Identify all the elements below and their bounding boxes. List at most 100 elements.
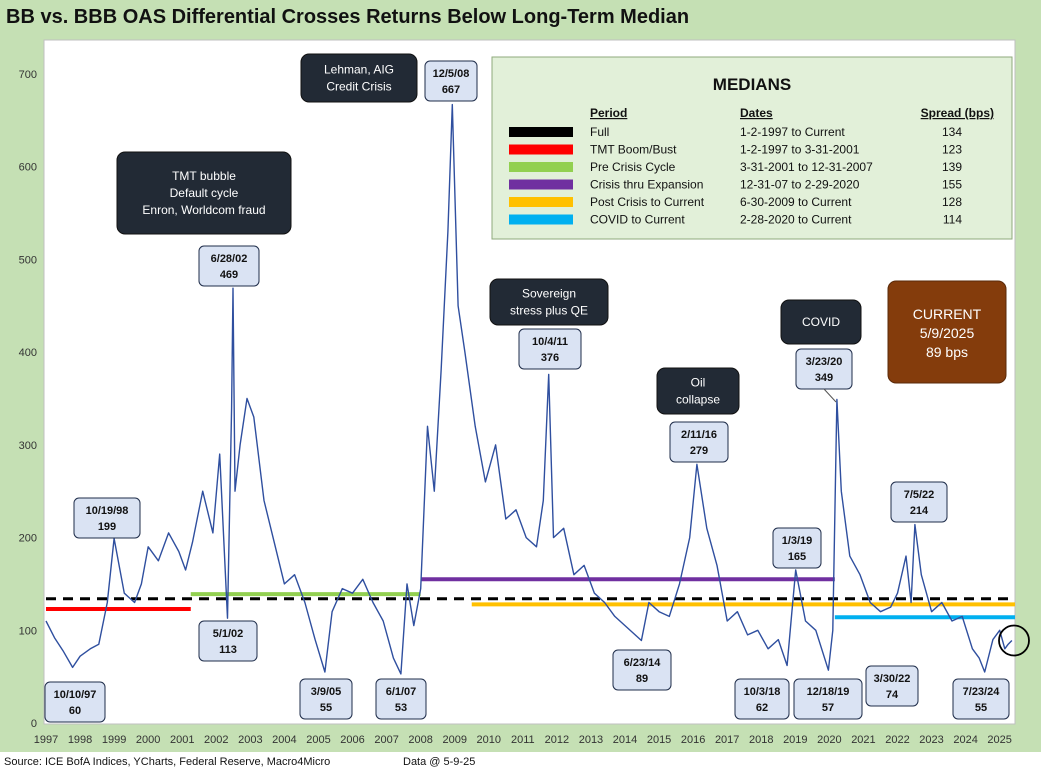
medians-spread: 134 [942, 125, 962, 139]
medians-spread: 139 [942, 160, 962, 174]
footer: Source: ICE BofA Indices, YCharts, Feder… [0, 752, 1041, 775]
x-tick-label: 2025 [987, 734, 1011, 746]
callout-box [865, 665, 919, 707]
series-line [45, 103, 1013, 675]
callout-value: 214 [910, 505, 929, 517]
callout-date: 1/3/19 [782, 535, 813, 547]
callout-value: 349 [815, 372, 833, 384]
callout-value: 53 [395, 702, 407, 714]
x-tick-label: 2023 [919, 734, 943, 746]
chart-title: BB vs. BBB OAS Differential Crosses Retu… [6, 6, 690, 28]
x-tick-label: 2022 [885, 734, 909, 746]
callout-value: 279 [690, 445, 708, 457]
callout-box [952, 678, 1010, 720]
callout-box [612, 649, 672, 691]
y-tick-label: 100 [19, 625, 37, 637]
x-tick-label: 2002 [204, 734, 228, 746]
y-tick-label: 400 [19, 347, 37, 359]
x-tick-label: 2003 [238, 734, 262, 746]
x-tick-label: 2018 [749, 734, 773, 746]
callout-pointer [823, 388, 837, 403]
callout-value: 199 [98, 521, 116, 533]
source-note: Source: ICE BofA Indices, YCharts, Feder… [4, 756, 331, 768]
medians-period: Pre Crisis Cycle [590, 160, 676, 174]
x-tick-label: 2007 [374, 734, 398, 746]
event-text: Credit Crisis [326, 80, 391, 94]
y-tick-label: 700 [19, 69, 37, 81]
callout-value: 165 [788, 551, 806, 563]
medians-spread: 155 [942, 178, 962, 192]
callout-value: 57 [822, 702, 834, 714]
x-tick-label: 2021 [851, 734, 875, 746]
callout-value: 667 [442, 84, 460, 96]
event-text: Lehman, AIG [324, 63, 394, 77]
callout-value: 62 [756, 702, 768, 714]
callout-date: 3/23/20 [806, 356, 843, 368]
callout-date: 3/9/05 [311, 686, 342, 698]
y-tick-label: 0 [31, 718, 37, 730]
x-tick-label: 2004 [272, 734, 296, 746]
x-tick-label: 2008 [408, 734, 432, 746]
y-tick-label: 300 [19, 440, 37, 452]
x-tick-label: 2014 [613, 734, 637, 746]
medians-swatch [509, 214, 573, 225]
current-box-text: 5/9/2025 [920, 325, 975, 341]
data-date-note: Data @ 5-9-25 [403, 756, 476, 768]
x-tick-label: 2001 [170, 734, 194, 746]
y-tick-label: 200 [19, 533, 37, 545]
event-text: COVID [802, 315, 840, 329]
callout-value: 55 [975, 702, 987, 714]
medians-header-dates: Dates [740, 106, 773, 120]
x-tick-label: 2013 [579, 734, 603, 746]
callout-box [198, 245, 260, 287]
callout-box [44, 681, 106, 723]
x-tick-label: 2006 [340, 734, 364, 746]
callout-value: 376 [541, 352, 559, 364]
medians-dates: 1-2-1997 to Current [740, 125, 845, 139]
medians-swatch [509, 127, 573, 137]
callout-date: 10/4/11 [532, 336, 568, 348]
callout-box [890, 481, 948, 523]
event-box-tmt [116, 151, 292, 235]
current-box [887, 280, 1007, 384]
callout-date: 10/3/18 [744, 686, 781, 698]
medians-period: Post Crisis to Current [590, 195, 705, 209]
callout-value: 469 [220, 269, 238, 281]
event-text: collapse [676, 393, 720, 407]
callout-box [299, 678, 353, 720]
callout-box [518, 328, 582, 370]
medians-swatch [509, 179, 573, 190]
callout-value: 55 [320, 702, 332, 714]
callout-box [375, 678, 427, 720]
x-tick-label: 2016 [681, 734, 705, 746]
x-tick-label: 2000 [136, 734, 160, 746]
x-tick-label: 2020 [817, 734, 841, 746]
event-text: Sovereign [522, 287, 576, 301]
chart-svg: 0 100 200 300 400 500 600 700 1997 1998 1999 2000 20… [19, 39, 1030, 746]
x-tick-label: 2012 [545, 734, 569, 746]
callout-date: 3/30/22 [874, 673, 911, 685]
medians-box [491, 56, 1013, 240]
event-text: Oil [691, 376, 706, 390]
x-tick-label: 2017 [715, 734, 739, 746]
callout-date: 6/1/07 [386, 686, 417, 698]
medians-spread: 123 [942, 143, 962, 157]
callout-date: 7/23/24 [963, 686, 1001, 698]
event-box-sovereign [489, 278, 609, 326]
callout-box [793, 678, 863, 720]
medians-header-period: Period [590, 106, 627, 120]
callout-date: 10/19/98 [86, 505, 129, 517]
x-tick-label: 1997 [34, 734, 58, 746]
callout-box [198, 620, 258, 662]
callout-value: 74 [886, 689, 899, 701]
event-text: Default cycle [170, 186, 239, 200]
event-box-oil [656, 367, 740, 415]
callout-date: 7/5/22 [904, 489, 935, 501]
medians-spread: 114 [943, 213, 962, 227]
event-text: Enron, Worldcom fraud [142, 203, 265, 217]
medians-dates: 1-2-1997 to 3-31-2001 [740, 143, 860, 157]
callout-date: 12/5/08 [433, 68, 470, 80]
current-marker [998, 624, 1030, 657]
callout-date: 6/23/14 [624, 657, 662, 669]
event-text: stress plus QE [510, 304, 588, 318]
